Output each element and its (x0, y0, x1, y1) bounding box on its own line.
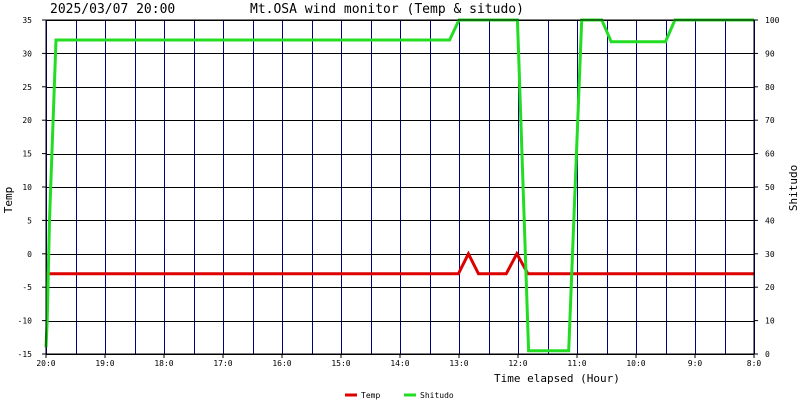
x-tick-label: 10:0 (626, 359, 645, 368)
right-axis-label: Shitudo (787, 165, 800, 211)
legend-label-temp: Temp (361, 391, 380, 400)
left-tick-label: -15 (18, 350, 33, 359)
x-tick-label: 9:0 (688, 359, 703, 368)
right-tick-label: 10 (765, 317, 775, 326)
left-tick-label: 20 (22, 116, 32, 125)
right-tick-label: 20 (765, 283, 775, 292)
left-tick-labels: 35 30 25 20 15 10 5 0 -5 -10 -15 (18, 16, 46, 359)
right-tick-label: 50 (765, 183, 775, 192)
right-tick-label: 30 (765, 250, 775, 259)
left-tick-label: 5 (27, 216, 32, 225)
x-tick-label: 18:0 (154, 359, 173, 368)
x-tick-label: 12:0 (508, 359, 527, 368)
x-tick-label: 19:0 (95, 359, 114, 368)
left-tick-label: -10 (18, 317, 33, 326)
left-tick-label: 15 (22, 150, 32, 159)
grid (46, 20, 755, 355)
left-tick-label: 35 (22, 16, 32, 25)
x-tick-labels: 20:0 19:0 18:0 17:0 16:0 15:0 14:0 13:0 12:0 11:0… (36, 354, 761, 368)
x-tick-label: 17:0 (213, 359, 232, 368)
right-tick-label: 70 (765, 116, 775, 125)
left-axis-label: Temp (2, 187, 15, 214)
left-tick-label: 30 (22, 49, 32, 58)
left-tick-label: 0 (27, 250, 32, 259)
x-tick-label: 16:0 (272, 359, 291, 368)
left-tick-label: 25 (22, 83, 32, 92)
timestamp: 2025/03/07 20:00 (50, 2, 175, 17)
series-line-shitudo (44, 18, 754, 353)
x-axis-label: Time elapsed (Hour) (494, 372, 620, 385)
legend-label-shitudo: Shitudo (420, 391, 454, 400)
x-tick-label: 13:0 (449, 359, 468, 368)
x-tick-label: 15:0 (331, 359, 350, 368)
right-tick-label: 40 (765, 216, 775, 225)
chart-title: Mt.OSA wind monitor (Temp & situdo) (250, 2, 524, 17)
right-tick-label: 90 (765, 49, 775, 58)
right-tick-label: 0 (765, 350, 770, 359)
right-tick-label: 60 (765, 150, 775, 159)
left-tick-label: -5 (22, 283, 32, 292)
right-tick-label: 100 (765, 16, 780, 25)
right-tick-label: 80 (765, 83, 775, 92)
series-layer (44, 18, 754, 353)
x-tick-label: 8:0 (747, 359, 762, 368)
left-tick-label: 10 (22, 183, 32, 192)
x-tick-label: 11:0 (567, 359, 586, 368)
x-tick-label: 14:0 (390, 359, 409, 368)
legend: Temp Shitudo (345, 391, 454, 400)
x-tick-label: 20:0 (36, 359, 55, 368)
